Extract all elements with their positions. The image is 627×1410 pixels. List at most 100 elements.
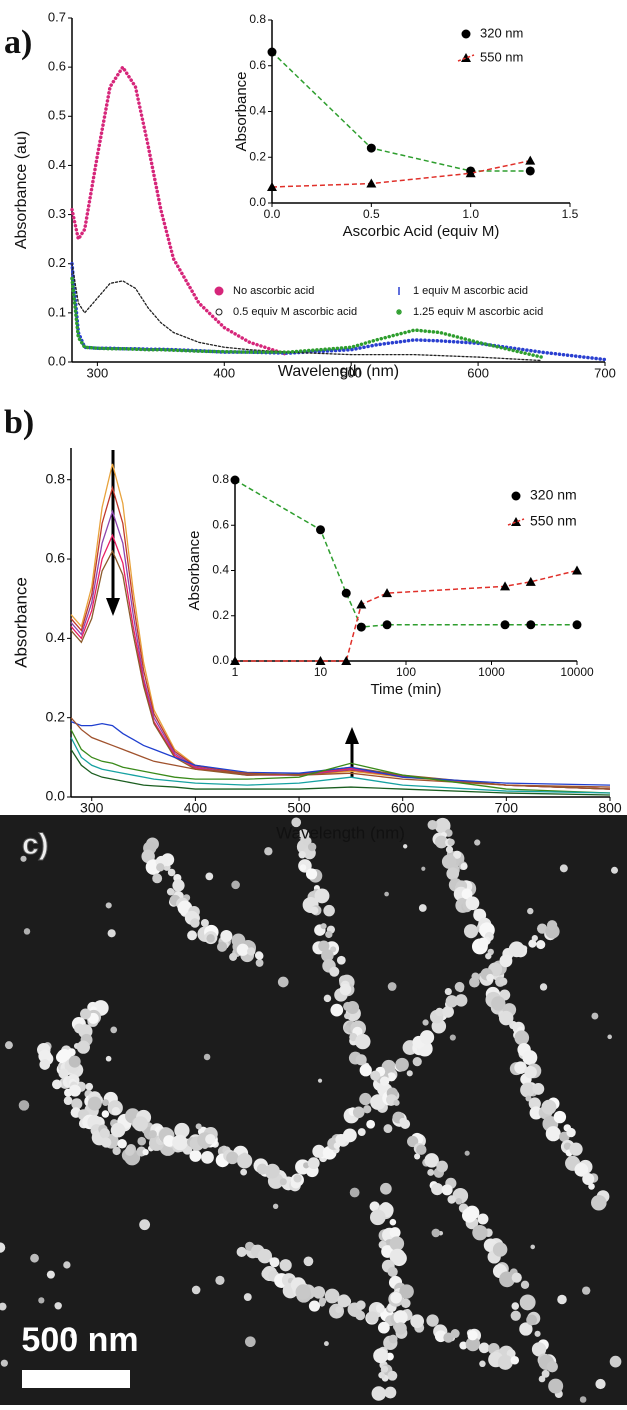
particle <box>236 1246 247 1258</box>
y-axis-title: Absorbance <box>233 71 250 151</box>
particle <box>371 1386 387 1401</box>
particle <box>172 879 185 892</box>
x-tick-label: 0.5 <box>363 207 380 221</box>
particle <box>384 1386 397 1399</box>
particle <box>441 1184 453 1196</box>
particle <box>383 1124 393 1133</box>
particle <box>492 1242 508 1257</box>
particle <box>105 1055 112 1062</box>
x-tick-label: 400 <box>184 800 208 816</box>
particle <box>610 866 619 874</box>
marker <box>572 565 582 575</box>
particle <box>407 1135 419 1148</box>
particle <box>321 949 334 962</box>
particle <box>236 943 249 956</box>
particle <box>454 994 468 1007</box>
particle <box>399 1284 414 1299</box>
particle <box>393 1099 400 1106</box>
y-tick-label: 0.4 <box>46 629 66 645</box>
y-tick-label: 0.6 <box>48 59 66 74</box>
panel-label: a) <box>4 24 32 61</box>
particle <box>447 1195 456 1204</box>
particle <box>68 1084 81 1097</box>
y-tick-label: 0.0 <box>249 195 266 209</box>
arrow-head <box>345 727 359 744</box>
particle <box>514 1061 527 1074</box>
particle <box>85 1082 94 1091</box>
y-tick-label: 0.0 <box>46 788 66 804</box>
particle <box>536 923 548 934</box>
particle <box>569 1142 583 1156</box>
panel-label: c) <box>22 828 49 861</box>
particle <box>54 1302 62 1310</box>
particle <box>240 1168 248 1176</box>
marker <box>572 620 582 630</box>
particle <box>444 987 452 996</box>
legend-line <box>507 518 525 526</box>
particle <box>450 1329 460 1339</box>
particle <box>390 1291 402 1304</box>
x-tick-label: 1 <box>232 665 239 679</box>
marker <box>230 656 240 665</box>
data-line <box>234 479 577 628</box>
spectrum <box>70 533 611 790</box>
particle <box>386 1072 396 1082</box>
particle <box>237 1153 253 1169</box>
particle <box>152 873 163 884</box>
particle <box>445 995 458 1008</box>
particle <box>399 1117 406 1125</box>
particle <box>349 1033 358 1042</box>
particle <box>201 1150 214 1164</box>
particle <box>217 941 228 952</box>
particle <box>460 862 468 870</box>
marker <box>267 181 277 191</box>
particle <box>279 1259 292 1272</box>
particle <box>269 1257 280 1268</box>
particle <box>124 1146 135 1156</box>
particle <box>63 1096 73 1105</box>
data-line <box>271 159 531 188</box>
particle <box>453 850 462 859</box>
scale-bar <box>22 1370 130 1388</box>
marker <box>316 525 325 535</box>
particle <box>499 1271 515 1288</box>
particle <box>531 1342 547 1357</box>
x-tick-label: 500 <box>340 365 362 380</box>
y-tick-label: 0.8 <box>249 12 266 26</box>
particle <box>370 1094 386 1110</box>
particle <box>389 1227 401 1239</box>
particle <box>137 1136 147 1146</box>
legend-label: 550 nm <box>530 513 577 529</box>
particle <box>39 1059 51 1070</box>
particle <box>279 1178 287 1186</box>
particle <box>546 1361 558 1373</box>
particle <box>356 1300 366 1310</box>
particle <box>191 1285 201 1295</box>
marker <box>341 588 351 598</box>
particle <box>418 904 427 912</box>
x-tick-label: 1000 <box>478 665 505 679</box>
particle <box>574 1162 589 1177</box>
particle <box>172 1134 188 1151</box>
marker <box>366 178 377 188</box>
spectrum <box>70 737 611 794</box>
particle <box>330 1003 344 1017</box>
particle <box>526 1314 537 1326</box>
particle <box>472 1224 488 1241</box>
particle <box>247 947 256 956</box>
marker <box>356 622 366 632</box>
y-tick-label: 0.2 <box>249 149 266 163</box>
particle <box>401 1298 411 1309</box>
particle <box>298 850 306 859</box>
particle <box>376 1304 385 1313</box>
marker <box>366 143 376 153</box>
x-tick-label: 400 <box>213 365 235 380</box>
particle <box>314 888 330 904</box>
particle <box>206 934 215 943</box>
marker <box>315 656 326 665</box>
marker <box>230 475 240 485</box>
particle <box>531 934 538 942</box>
particle <box>530 1244 536 1250</box>
particle <box>471 972 480 981</box>
particle <box>355 1033 371 1050</box>
